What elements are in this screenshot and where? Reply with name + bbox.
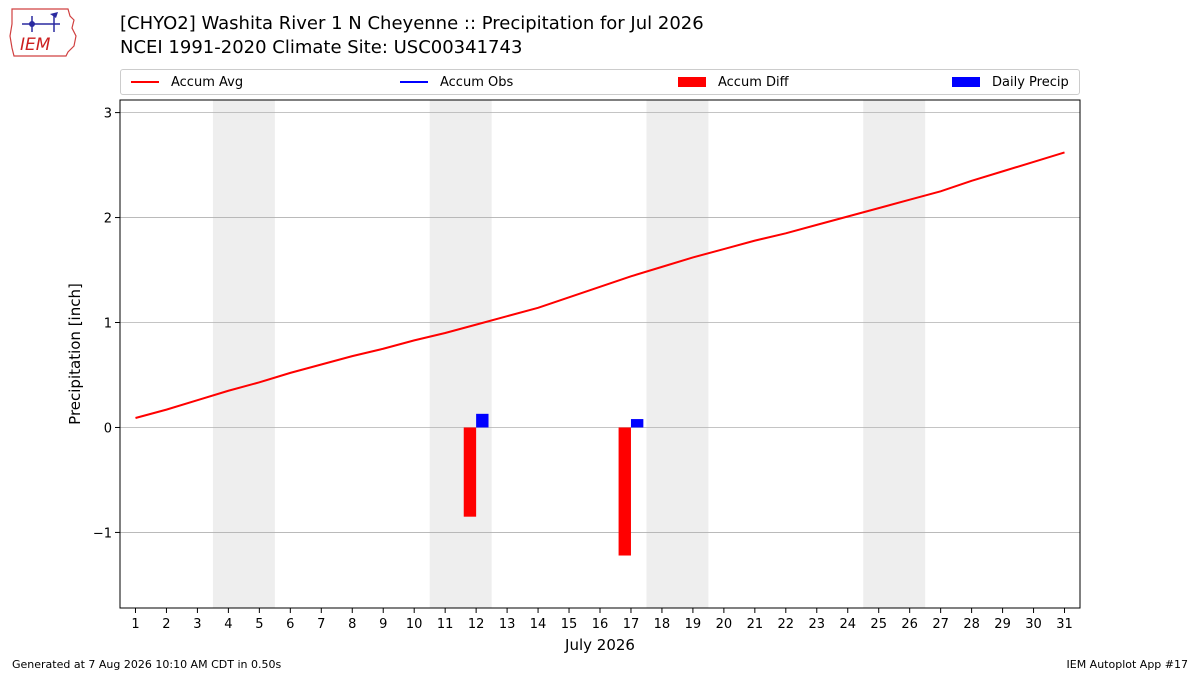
weekend-shade-0	[212, 100, 275, 608]
legend-label-accum-obs: Accum Obs	[440, 74, 514, 90]
x-tick-label: 19	[685, 617, 702, 632]
x-tick-label: 12	[468, 617, 485, 632]
x-tick-label: 17	[623, 617, 640, 632]
legend-label-accum-avg: Accum Avg	[171, 74, 244, 90]
x-tick-label: 6	[286, 617, 294, 632]
x-tick-label: 10	[406, 617, 423, 632]
x-tick-label: 20	[716, 617, 733, 632]
x-tick-label: 22	[778, 617, 795, 632]
x-tick-label: 30	[1025, 617, 1042, 632]
legend-item-accum-avg: Accum Avg	[131, 73, 243, 91]
legend-label-accum-diff: Accum Diff	[718, 74, 789, 90]
x-tick-label: 13	[499, 617, 516, 632]
line-group	[135, 151, 1065, 419]
x-tick-label: 15	[561, 617, 578, 632]
x-tick-label: 24	[839, 617, 856, 632]
x-tick-label: 27	[932, 617, 949, 632]
x-tick-label: 3	[193, 617, 201, 632]
y-axis-label: Precipitation [inch]	[66, 283, 84, 425]
daily-precip-bar-1	[630, 419, 644, 428]
legend-item-daily-precip: Daily Precip	[952, 73, 1069, 91]
legend-swatch-accum-avg	[131, 81, 159, 83]
y-tick-label: −1	[93, 526, 112, 541]
y-tick-label: 3	[104, 107, 112, 122]
x-tick-label: 14	[530, 617, 547, 632]
x-tick-label: 31	[1056, 617, 1073, 632]
chart-title: [CHYO2] Washita River 1 N Cheyenne :: Pr…	[120, 13, 704, 34]
weekend-shade-1	[429, 100, 492, 608]
x-tick-label: 18	[654, 617, 671, 632]
chart-subtitle: NCEI 1991-2020 Climate Site: USC00341743	[120, 37, 523, 58]
weekend-shading-group	[212, 100, 926, 608]
chart-legend: Accum Avg Accum Obs Accum Diff Daily Pre…	[120, 69, 1080, 95]
x-tick-label: 23	[809, 617, 826, 632]
x-tick-label: 26	[901, 617, 918, 632]
x-axis-label: July 2026	[564, 636, 635, 654]
x-tick-label: 8	[348, 617, 356, 632]
x-tick-label: 28	[963, 617, 980, 632]
plot-frame	[119, 99, 1081, 609]
x-tick-label: 11	[437, 617, 454, 632]
legend-item-accum-diff: Accum Diff	[678, 73, 789, 91]
y-tick-label: 2	[104, 212, 112, 227]
bars-group	[463, 413, 644, 556]
legend-swatch-accum-obs	[400, 81, 428, 83]
y-tick-label: 1	[104, 317, 112, 332]
weekend-shade-3	[863, 100, 926, 608]
x-tick-label: 5	[255, 617, 263, 632]
iem-logo-icon: IEM	[9, 8, 77, 57]
x-tick-label: 4	[224, 617, 232, 632]
accum-avg-line	[135, 151, 1065, 419]
x-tick-label: 25	[870, 617, 887, 632]
x-tick-label: 29	[994, 617, 1011, 632]
footer-generated-text: Generated at 7 Aug 2026 10:10 AM CDT in …	[12, 658, 282, 671]
weekend-shade-2	[646, 100, 709, 608]
legend-item-accum-obs: Accum Obs	[400, 73, 513, 91]
accum-diff-bar-0	[463, 427, 477, 517]
legend-swatch-daily-precip	[952, 77, 980, 87]
legend-swatch-accum-diff	[678, 77, 706, 87]
y-tick-label: 0	[104, 421, 112, 436]
x-tick-label: 9	[379, 617, 387, 632]
x-tick-label: 7	[317, 617, 325, 632]
x-tick-label: 16	[592, 617, 609, 632]
x-tick-label: 2	[162, 617, 170, 632]
iem-logo-text: IEM	[20, 35, 51, 55]
accum-diff-bar-1	[618, 427, 631, 556]
x-tick-label: 1	[131, 617, 139, 632]
x-tick-label: 21	[747, 617, 764, 632]
legend-label-daily-precip: Daily Precip	[992, 74, 1069, 90]
daily-precip-bar-0	[476, 413, 489, 428]
footer-app-text: IEM Autoplot App #17	[1066, 658, 1189, 671]
grid-lines-group	[120, 112, 1080, 533]
